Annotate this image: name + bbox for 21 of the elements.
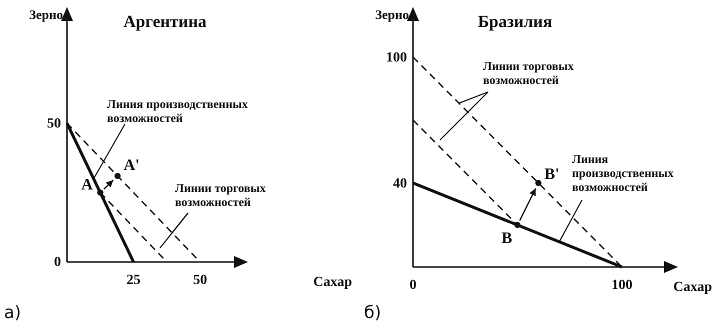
annotation: B [501, 230, 512, 247]
chart-title: Аргентина [123, 12, 207, 31]
y-axis-title: Зерно [375, 7, 409, 22]
annotation: A [81, 176, 94, 194]
y-axis-title: Зерно [29, 7, 63, 22]
x-tick-label: 100 [611, 278, 632, 293]
annotation: A' [124, 156, 140, 174]
x-tick-label: 25 [126, 272, 141, 288]
text: б) [364, 303, 382, 323]
annotation: Линии торговых возможностей [175, 181, 266, 209]
annotation: Линии торговых возможностей [483, 59, 574, 87]
x-tick-label: 0 [410, 278, 416, 293]
annotation: Линия производственных возможностей [107, 97, 248, 125]
annotation: Линия производственных возможностей [572, 152, 674, 194]
y-tick-label: 40 [393, 176, 407, 192]
annotation: B' [544, 166, 560, 183]
x-axis-title: Сахар [673, 280, 712, 295]
x-axis-title: Сахар [313, 275, 352, 290]
chart-title: Бразилия [478, 12, 552, 31]
x-tick-label: 50 [193, 272, 208, 288]
text: а) [4, 303, 22, 323]
